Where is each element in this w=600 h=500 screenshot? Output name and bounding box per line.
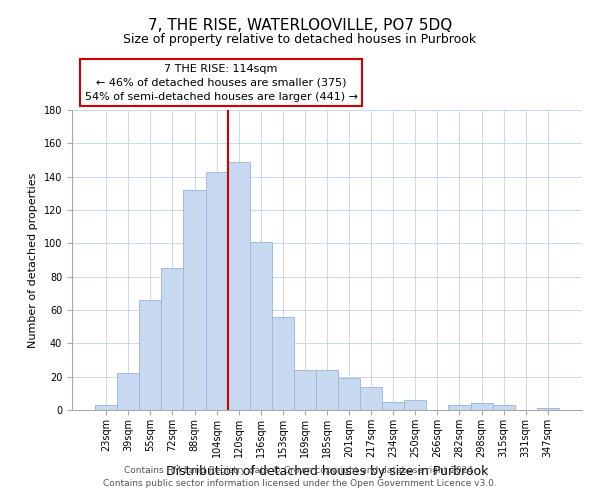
Bar xyxy=(250,242,272,410)
Bar xyxy=(493,405,515,410)
Bar xyxy=(139,300,161,410)
Bar xyxy=(117,374,139,410)
Bar xyxy=(360,386,382,410)
Bar xyxy=(161,268,184,410)
Bar xyxy=(294,370,316,410)
Bar xyxy=(338,378,360,410)
Bar xyxy=(537,408,559,410)
Y-axis label: Number of detached properties: Number of detached properties xyxy=(28,172,38,348)
Bar xyxy=(448,405,470,410)
Bar xyxy=(404,400,427,410)
Text: 7, THE RISE, WATERLOOVILLE, PO7 5DQ: 7, THE RISE, WATERLOOVILLE, PO7 5DQ xyxy=(148,18,452,32)
Bar xyxy=(470,404,493,410)
Bar xyxy=(206,172,227,410)
Bar xyxy=(316,370,338,410)
Text: 7 THE RISE: 114sqm
← 46% of detached houses are smaller (375)
54% of semi-detach: 7 THE RISE: 114sqm ← 46% of detached hou… xyxy=(85,64,358,102)
X-axis label: Distribution of detached houses by size in Purbrook: Distribution of detached houses by size … xyxy=(166,466,488,478)
Bar xyxy=(272,316,294,410)
Text: Contains HM Land Registry data © Crown copyright and database right 2024.
Contai: Contains HM Land Registry data © Crown c… xyxy=(103,466,497,487)
Bar xyxy=(382,402,404,410)
Bar xyxy=(227,162,250,410)
Bar xyxy=(184,190,206,410)
Bar xyxy=(95,405,117,410)
Text: Size of property relative to detached houses in Purbrook: Size of property relative to detached ho… xyxy=(124,32,476,46)
